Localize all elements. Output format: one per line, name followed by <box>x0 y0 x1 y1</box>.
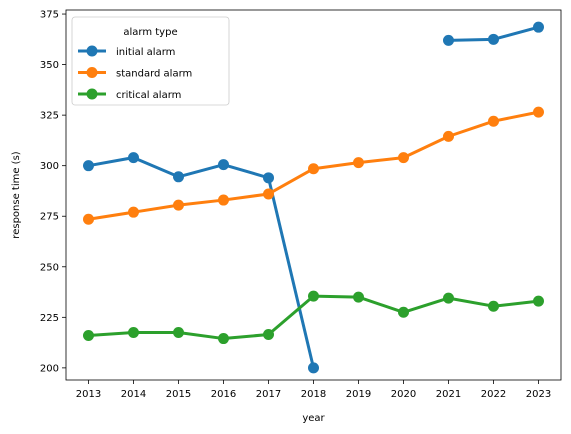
y-tick-label: 325 <box>40 111 59 122</box>
data-point-initial-alarm <box>128 152 139 164</box>
data-point-initial-alarm <box>83 160 94 172</box>
y-tick-label: 275 <box>40 212 59 223</box>
x-tick-label: 2020 <box>391 389 416 400</box>
series-initial-alarm <box>83 21 544 374</box>
legend-swatch-marker <box>86 45 98 57</box>
legend-entry-initial-alarm: initial alarm <box>78 45 175 58</box>
data-point-critical-alarm <box>83 330 94 342</box>
x-tick-label: 2015 <box>166 389 191 400</box>
legend-entries: initial alarm standard alarm critical alar… <box>78 45 192 101</box>
data-point-critical-alarm <box>128 326 139 338</box>
legend-entry-standard-alarm: standard alarm <box>78 67 192 80</box>
series-standard-alarm <box>83 106 544 225</box>
data-point-initial-alarm <box>218 159 229 171</box>
series-critical-alarm <box>83 290 544 345</box>
data-point-standard-alarm <box>488 115 499 127</box>
x-tick-label: 2017 <box>256 389 281 400</box>
data-point-initial-alarm <box>443 34 454 46</box>
data-point-critical-alarm <box>263 329 274 341</box>
legend-title: alarm type <box>123 27 177 38</box>
x-axis-ticks: 2013 2014 2015 2016 2017 2018 2019 2020 2021 2022… <box>76 380 551 400</box>
data-point-standard-alarm <box>173 199 184 211</box>
x-tick-label: 2019 <box>346 389 371 400</box>
legend: alarm type initial alarm standard alarm cr… <box>71 16 230 106</box>
y-tick-label: 250 <box>40 262 59 273</box>
y-tick-label: 375 <box>40 10 59 21</box>
y-tick-label: 225 <box>40 313 59 324</box>
legend-box <box>71 16 230 106</box>
y-axis-label: response time (s) <box>11 151 22 238</box>
legend-swatch-marker <box>86 88 98 100</box>
legend-label: initial alarm <box>116 47 175 58</box>
data-point-standard-alarm <box>128 206 139 218</box>
data-point-standard-alarm <box>353 157 364 169</box>
data-point-critical-alarm <box>398 306 409 318</box>
data-point-standard-alarm <box>308 163 319 175</box>
legend-entry-critical-alarm: critical alarm <box>78 88 181 101</box>
x-tick-label: 2021 <box>436 389 461 400</box>
series-layer <box>83 21 544 374</box>
series-line-initial-alarm <box>87 156 315 370</box>
y-axis-ticks: 200 225 250 275 300 325 350 375 <box>40 10 66 374</box>
y-tick-label: 300 <box>40 161 59 172</box>
y-tick-label: 200 <box>40 363 59 374</box>
y-tick-label: 350 <box>40 60 59 71</box>
x-tick-label: 2016 <box>211 389 236 400</box>
data-point-standard-alarm <box>398 152 409 164</box>
data-point-standard-alarm <box>83 213 94 225</box>
data-point-critical-alarm <box>308 290 319 302</box>
x-axis-label: year <box>302 413 325 424</box>
data-point-initial-alarm <box>533 21 544 33</box>
legend-label: standard alarm <box>116 69 192 80</box>
x-tick-label: 2013 <box>76 389 101 400</box>
x-tick-label: 2014 <box>121 389 146 400</box>
data-point-initial-alarm <box>173 171 184 183</box>
data-point-standard-alarm <box>263 188 274 200</box>
data-point-standard-alarm <box>533 106 544 118</box>
data-point-standard-alarm <box>218 194 229 206</box>
x-tick-label: 2022 <box>481 389 506 400</box>
data-point-critical-alarm <box>533 295 544 307</box>
data-point-critical-alarm <box>218 333 229 345</box>
data-point-initial-alarm <box>308 362 319 374</box>
data-point-initial-alarm <box>488 33 499 45</box>
legend-label: critical alarm <box>116 90 181 101</box>
data-point-standard-alarm <box>443 130 454 142</box>
data-point-critical-alarm <box>173 326 184 338</box>
data-point-initial-alarm <box>263 172 274 184</box>
data-point-critical-alarm <box>488 300 499 312</box>
x-tick-label: 2023 <box>526 389 551 400</box>
data-point-critical-alarm <box>353 291 364 303</box>
legend-swatch-marker <box>86 67 98 78</box>
data-point-critical-alarm <box>443 292 454 304</box>
x-tick-label: 2018 <box>301 389 326 400</box>
